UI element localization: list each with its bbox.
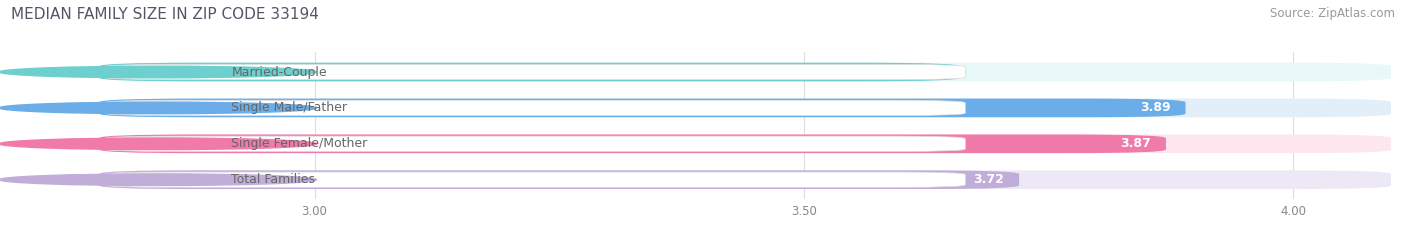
FancyBboxPatch shape — [100, 99, 1391, 117]
FancyBboxPatch shape — [100, 170, 1391, 189]
Text: Married-Couple: Married-Couple — [232, 65, 328, 79]
Text: 3.72: 3.72 — [973, 173, 1004, 186]
Text: MEDIAN FAMILY SIZE IN ZIP CODE 33194: MEDIAN FAMILY SIZE IN ZIP CODE 33194 — [11, 7, 319, 22]
FancyBboxPatch shape — [100, 63, 1391, 81]
Circle shape — [0, 138, 316, 150]
Text: 3.87: 3.87 — [1121, 137, 1152, 150]
FancyBboxPatch shape — [104, 64, 966, 80]
Circle shape — [0, 66, 316, 78]
Text: Source: ZipAtlas.com: Source: ZipAtlas.com — [1270, 7, 1395, 20]
Text: 3.89: 3.89 — [1140, 101, 1171, 114]
FancyBboxPatch shape — [104, 136, 966, 151]
Text: Single Male/Father: Single Male/Father — [232, 101, 347, 114]
FancyBboxPatch shape — [100, 134, 1166, 153]
FancyBboxPatch shape — [100, 134, 1391, 153]
FancyBboxPatch shape — [100, 99, 1185, 117]
FancyBboxPatch shape — [104, 100, 966, 116]
FancyBboxPatch shape — [104, 172, 966, 187]
Text: 3.66: 3.66 — [915, 65, 946, 79]
Circle shape — [0, 102, 316, 114]
Text: Single Female/Mother: Single Female/Mother — [232, 137, 367, 150]
Circle shape — [0, 174, 316, 185]
FancyBboxPatch shape — [100, 170, 1019, 189]
FancyBboxPatch shape — [100, 63, 960, 81]
Text: Total Families: Total Families — [232, 173, 315, 186]
